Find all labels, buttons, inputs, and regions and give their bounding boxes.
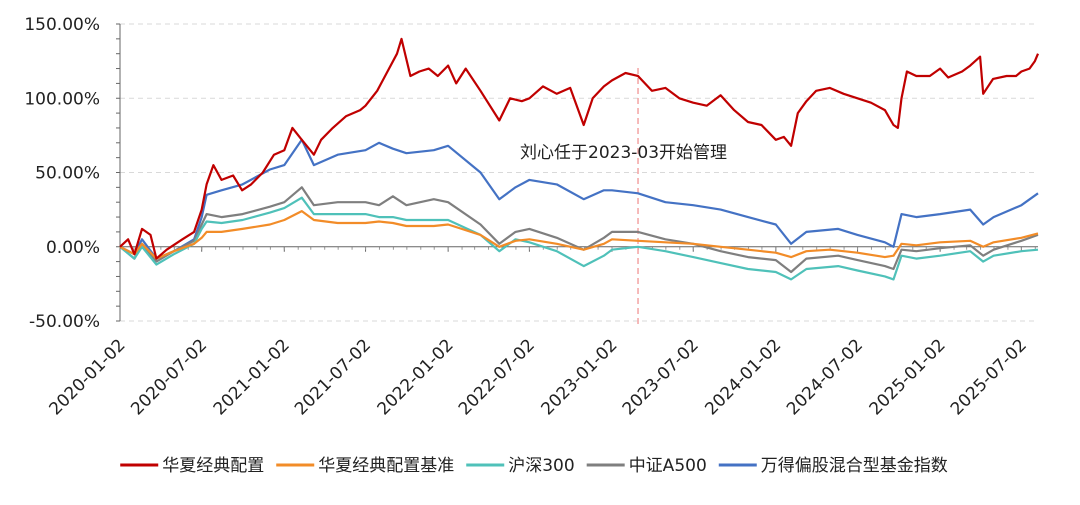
y-tick-label: 50.00% [35, 164, 100, 184]
x-tick-label: 2024-01-02 [701, 335, 785, 419]
x-tick-label: 2023-07-02 [619, 335, 703, 419]
annotation: 刘心任于2023-03开始管理 [520, 68, 727, 325]
series-line [119, 210, 1039, 260]
series-line [119, 37, 1040, 260]
series-line [119, 138, 1039, 260]
legend-label: 华夏经典配置基准 [318, 456, 454, 476]
x-tick-label: 2021-07-02 [291, 335, 375, 419]
legend-label: 万得偏股混合型基金指数 [761, 456, 948, 476]
x-tick-label: 2020-07-02 [127, 335, 211, 419]
x-tick-label: 2025-07-02 [947, 335, 1031, 419]
x-tick-label: 2022-07-02 [455, 335, 539, 419]
y-tick-label: -50.00% [29, 312, 100, 332]
x-tick-label: 2021-01-02 [210, 335, 294, 419]
gridlines [116, 23, 1038, 322]
x-tick-label: 2024-07-02 [783, 335, 867, 419]
y-tick-label: 0.00% [46, 238, 100, 258]
y-tick-label: 150.00% [24, 15, 100, 35]
annotation-text: 刘心任于2023-03开始管理 [520, 143, 727, 163]
x-tick-label: 2020-01-02 [46, 335, 130, 419]
y-tick-label: 100.00% [24, 89, 100, 109]
x-tick-label: 2025-01-02 [866, 335, 950, 419]
x-tick-label: 2023-01-02 [538, 335, 622, 419]
legend-label: 沪深300 [508, 456, 574, 476]
y-tick-labels: -50.00% 0.00% 50.00% 100.00% 150.00% [24, 15, 100, 332]
series-lines [119, 37, 1040, 281]
legend-label: 中证A500 [629, 456, 707, 476]
series-line [119, 196, 1039, 281]
legend-label: 华夏经典配置 [162, 456, 264, 476]
x-tick-labels: 2020-01-022020-07-022021-01-022021-07-02… [46, 335, 1031, 419]
series-line [119, 186, 1039, 274]
x-tick-label: 2022-01-02 [374, 335, 458, 419]
legend: 华夏经典配置 华夏经典配置基准 沪深300 中证A500 万得偏股混合型基金指数 [120, 456, 948, 476]
